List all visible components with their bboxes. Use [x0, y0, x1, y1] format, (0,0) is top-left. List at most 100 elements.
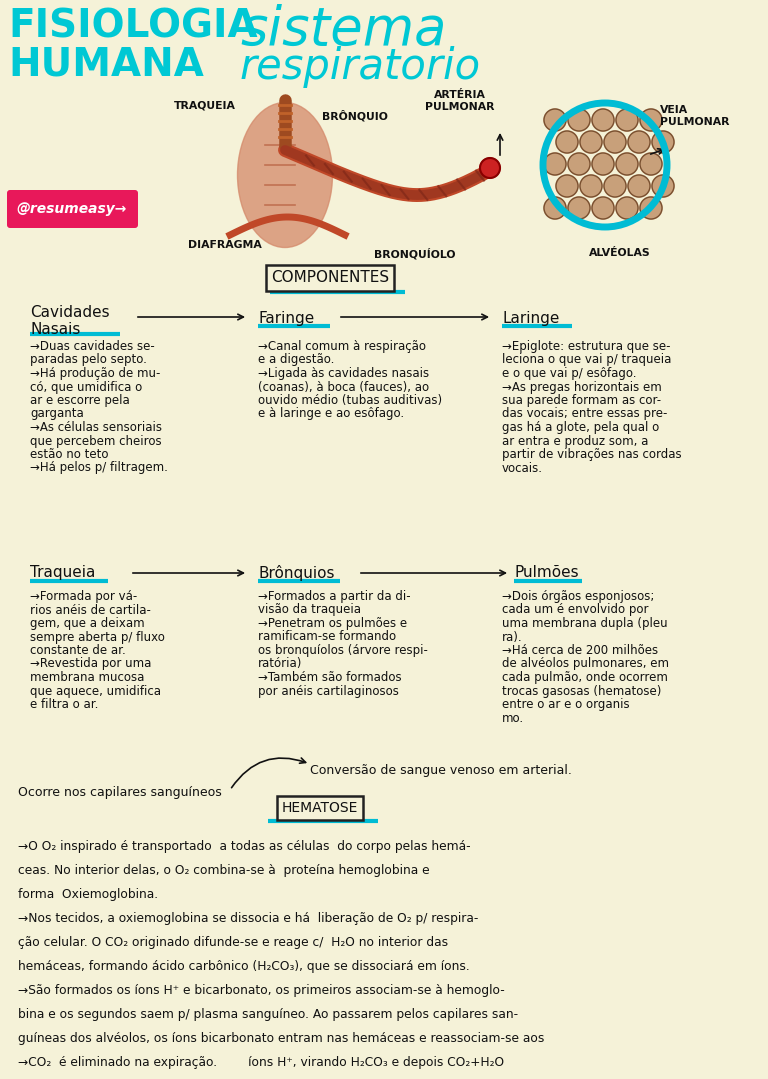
- Text: VEIA
PULMONAR: VEIA PULMONAR: [660, 105, 730, 126]
- Circle shape: [556, 131, 578, 153]
- Text: sistema: sistema: [240, 4, 446, 56]
- Circle shape: [544, 197, 566, 219]
- Text: COMPONENTES: COMPONENTES: [271, 271, 389, 286]
- Circle shape: [640, 109, 662, 131]
- Text: →Há cerca de 200 milhões: →Há cerca de 200 milhões: [502, 644, 658, 657]
- Text: e o que vai p/ esôfago.: e o que vai p/ esôfago.: [502, 367, 637, 380]
- Text: partir de vibrações nas cordas: partir de vibrações nas cordas: [502, 448, 682, 461]
- Text: estão no teto: estão no teto: [30, 448, 108, 461]
- Text: →CO₂  é eliminado na expiração.        íons H⁺, virando H₂CO₃ e depois CO₂+H₂O: →CO₂ é eliminado na expiração. íons H⁺, …: [18, 1056, 504, 1069]
- Circle shape: [616, 109, 638, 131]
- Text: @resumeasy→: @resumeasy→: [17, 202, 127, 216]
- Text: rios anéis de cartila-: rios anéis de cartila-: [30, 603, 151, 616]
- Text: ar e escorre pela: ar e escorre pela: [30, 394, 130, 407]
- Text: Pulmões: Pulmões: [514, 565, 578, 581]
- Text: que aquece, umidifica: que aquece, umidifica: [30, 684, 161, 697]
- Text: →Formada por vá-: →Formada por vá-: [30, 590, 137, 603]
- Circle shape: [568, 153, 590, 175]
- Text: cada pulmão, onde ocorrem: cada pulmão, onde ocorrem: [502, 671, 668, 684]
- Text: →O O₂ inspirado é transportado  a todas as células  do corpo pelas hemá-: →O O₂ inspirado é transportado a todas a…: [18, 839, 471, 853]
- Circle shape: [628, 175, 650, 197]
- Text: respiratorio: respiratorio: [240, 46, 481, 88]
- Text: →Epiglote: estrutura que se-: →Epiglote: estrutura que se-: [502, 340, 670, 353]
- Text: ARTÉRIA
PULMONAR: ARTÉRIA PULMONAR: [425, 90, 495, 111]
- Text: e filtra o ar.: e filtra o ar.: [30, 698, 98, 711]
- Circle shape: [640, 153, 662, 175]
- Text: garganta: garganta: [30, 408, 84, 421]
- Text: ouvido médio (tubas auditivas): ouvido médio (tubas auditivas): [258, 394, 442, 407]
- Circle shape: [604, 131, 626, 153]
- Text: e à laringe e ao esôfago.: e à laringe e ao esôfago.: [258, 408, 404, 421]
- Text: Laringe: Laringe: [502, 311, 559, 326]
- Text: (coanas), à boca (fauces), ao: (coanas), à boca (fauces), ao: [258, 381, 429, 394]
- Circle shape: [592, 197, 614, 219]
- Text: paradas pelo septo.: paradas pelo septo.: [30, 354, 147, 367]
- Text: ramificam-se formando: ramificam-se formando: [258, 630, 396, 643]
- Text: →São formados os íons H⁺ e bicarbonato, os primeiros associam-se à hemoglo-: →São formados os íons H⁺ e bicarbonato, …: [18, 984, 505, 997]
- Text: TRAQUEIA: TRAQUEIA: [174, 100, 236, 110]
- Text: sua parede formam as cor-: sua parede formam as cor-: [502, 394, 661, 407]
- Text: forma  Oxiemoglobina.: forma Oxiemoglobina.: [18, 888, 158, 901]
- Text: guíneas dos alvéolos, os íons bicarbonato entram nas hemáceas e reassociam-se ao: guíneas dos alvéolos, os íons bicarbonat…: [18, 1032, 545, 1044]
- Circle shape: [580, 175, 602, 197]
- Text: →Formados a partir da di-: →Formados a partir da di-: [258, 590, 411, 603]
- FancyBboxPatch shape: [7, 190, 138, 228]
- Text: constante de ar.: constante de ar.: [30, 644, 126, 657]
- Text: →Dois órgãos esponjosos;: →Dois órgãos esponjosos;: [502, 590, 654, 603]
- Text: →As pregas horizontais em: →As pregas horizontais em: [502, 381, 662, 394]
- Text: ção celular. O CO₂ originado difunde-se e reage c/  H₂O no interior das: ção celular. O CO₂ originado difunde-se …: [18, 935, 448, 950]
- Text: ra).: ra).: [502, 630, 523, 643]
- Text: HEMATOSE: HEMATOSE: [282, 801, 358, 815]
- Circle shape: [480, 158, 500, 178]
- Text: ALVÉOLAS: ALVÉOLAS: [589, 248, 650, 258]
- Circle shape: [568, 197, 590, 219]
- Circle shape: [556, 175, 578, 197]
- Text: sempre aberta p/ fluxo: sempre aberta p/ fluxo: [30, 630, 165, 643]
- Text: →Há produção de mu-: →Há produção de mu-: [30, 367, 161, 380]
- Text: e a digestão.: e a digestão.: [258, 354, 334, 367]
- Text: DIAFRAGMA: DIAFRAGMA: [188, 240, 262, 250]
- Text: Conversão de sangue venoso em arterial.: Conversão de sangue venoso em arterial.: [310, 764, 572, 777]
- Text: Traqueia: Traqueia: [30, 565, 95, 581]
- Circle shape: [628, 131, 650, 153]
- Circle shape: [652, 131, 674, 153]
- Circle shape: [652, 175, 674, 197]
- Circle shape: [604, 175, 626, 197]
- Text: vocais.: vocais.: [502, 462, 543, 475]
- Text: →Revestida por uma: →Revestida por uma: [30, 657, 151, 670]
- Circle shape: [616, 197, 638, 219]
- Text: FISIOLOGIA: FISIOLOGIA: [8, 8, 257, 46]
- Circle shape: [592, 109, 614, 131]
- Text: membrana mucosa: membrana mucosa: [30, 671, 144, 684]
- Text: có, que umidifica o: có, que umidifica o: [30, 381, 142, 394]
- Text: BRONQUÍOLO: BRONQUÍOLO: [374, 248, 455, 260]
- Text: mo.: mo.: [502, 711, 524, 724]
- Text: que percebem cheiros: que percebem cheiros: [30, 435, 161, 448]
- Text: uma membrana dupla (pleu: uma membrana dupla (pleu: [502, 617, 667, 630]
- Text: cada um é envolvido por: cada um é envolvido por: [502, 603, 648, 616]
- Circle shape: [592, 153, 614, 175]
- Text: →Também são formados: →Também são formados: [258, 671, 402, 684]
- Text: Faringe: Faringe: [258, 311, 314, 326]
- Text: trocas gasosas (hematose): trocas gasosas (hematose): [502, 684, 661, 697]
- Circle shape: [544, 109, 566, 131]
- Text: HUMANA: HUMANA: [8, 45, 204, 83]
- Text: hemáceas, formando ácido carbônico (H₂CO₃), que se dissociará em íons.: hemáceas, formando ácido carbônico (H₂CO…: [18, 960, 470, 973]
- Circle shape: [568, 109, 590, 131]
- Text: →Canal comum à respiração: →Canal comum à respiração: [258, 340, 426, 353]
- Text: bina e os segundos saem p/ plasma sanguíneo. Ao passarem pelos capilares san-: bina e os segundos saem p/ plasma sanguí…: [18, 1008, 518, 1021]
- Text: →Há pelos p/ filtragem.: →Há pelos p/ filtragem.: [30, 462, 168, 475]
- Circle shape: [580, 131, 602, 153]
- Text: →Duas cavidades se-: →Duas cavidades se-: [30, 340, 154, 353]
- Text: gem, que a deixam: gem, que a deixam: [30, 617, 144, 630]
- Text: das vocais; entre essas pre-: das vocais; entre essas pre-: [502, 408, 667, 421]
- Text: →Ligada às cavidades nasais: →Ligada às cavidades nasais: [258, 367, 429, 380]
- Text: →Nos tecidos, a oxiemoglobina se dissocia e há  liberação de O₂ p/ respira-: →Nos tecidos, a oxiemoglobina se dissoci…: [18, 912, 478, 925]
- Circle shape: [640, 197, 662, 219]
- Text: visão da traqueia: visão da traqueia: [258, 603, 361, 616]
- Text: Cavidades
Nasais: Cavidades Nasais: [30, 305, 110, 338]
- Text: de alvéolos pulmonares, em: de alvéolos pulmonares, em: [502, 657, 669, 670]
- Circle shape: [616, 153, 638, 175]
- Circle shape: [544, 153, 566, 175]
- Text: BRÔNQUIO: BRÔNQUIO: [322, 110, 388, 122]
